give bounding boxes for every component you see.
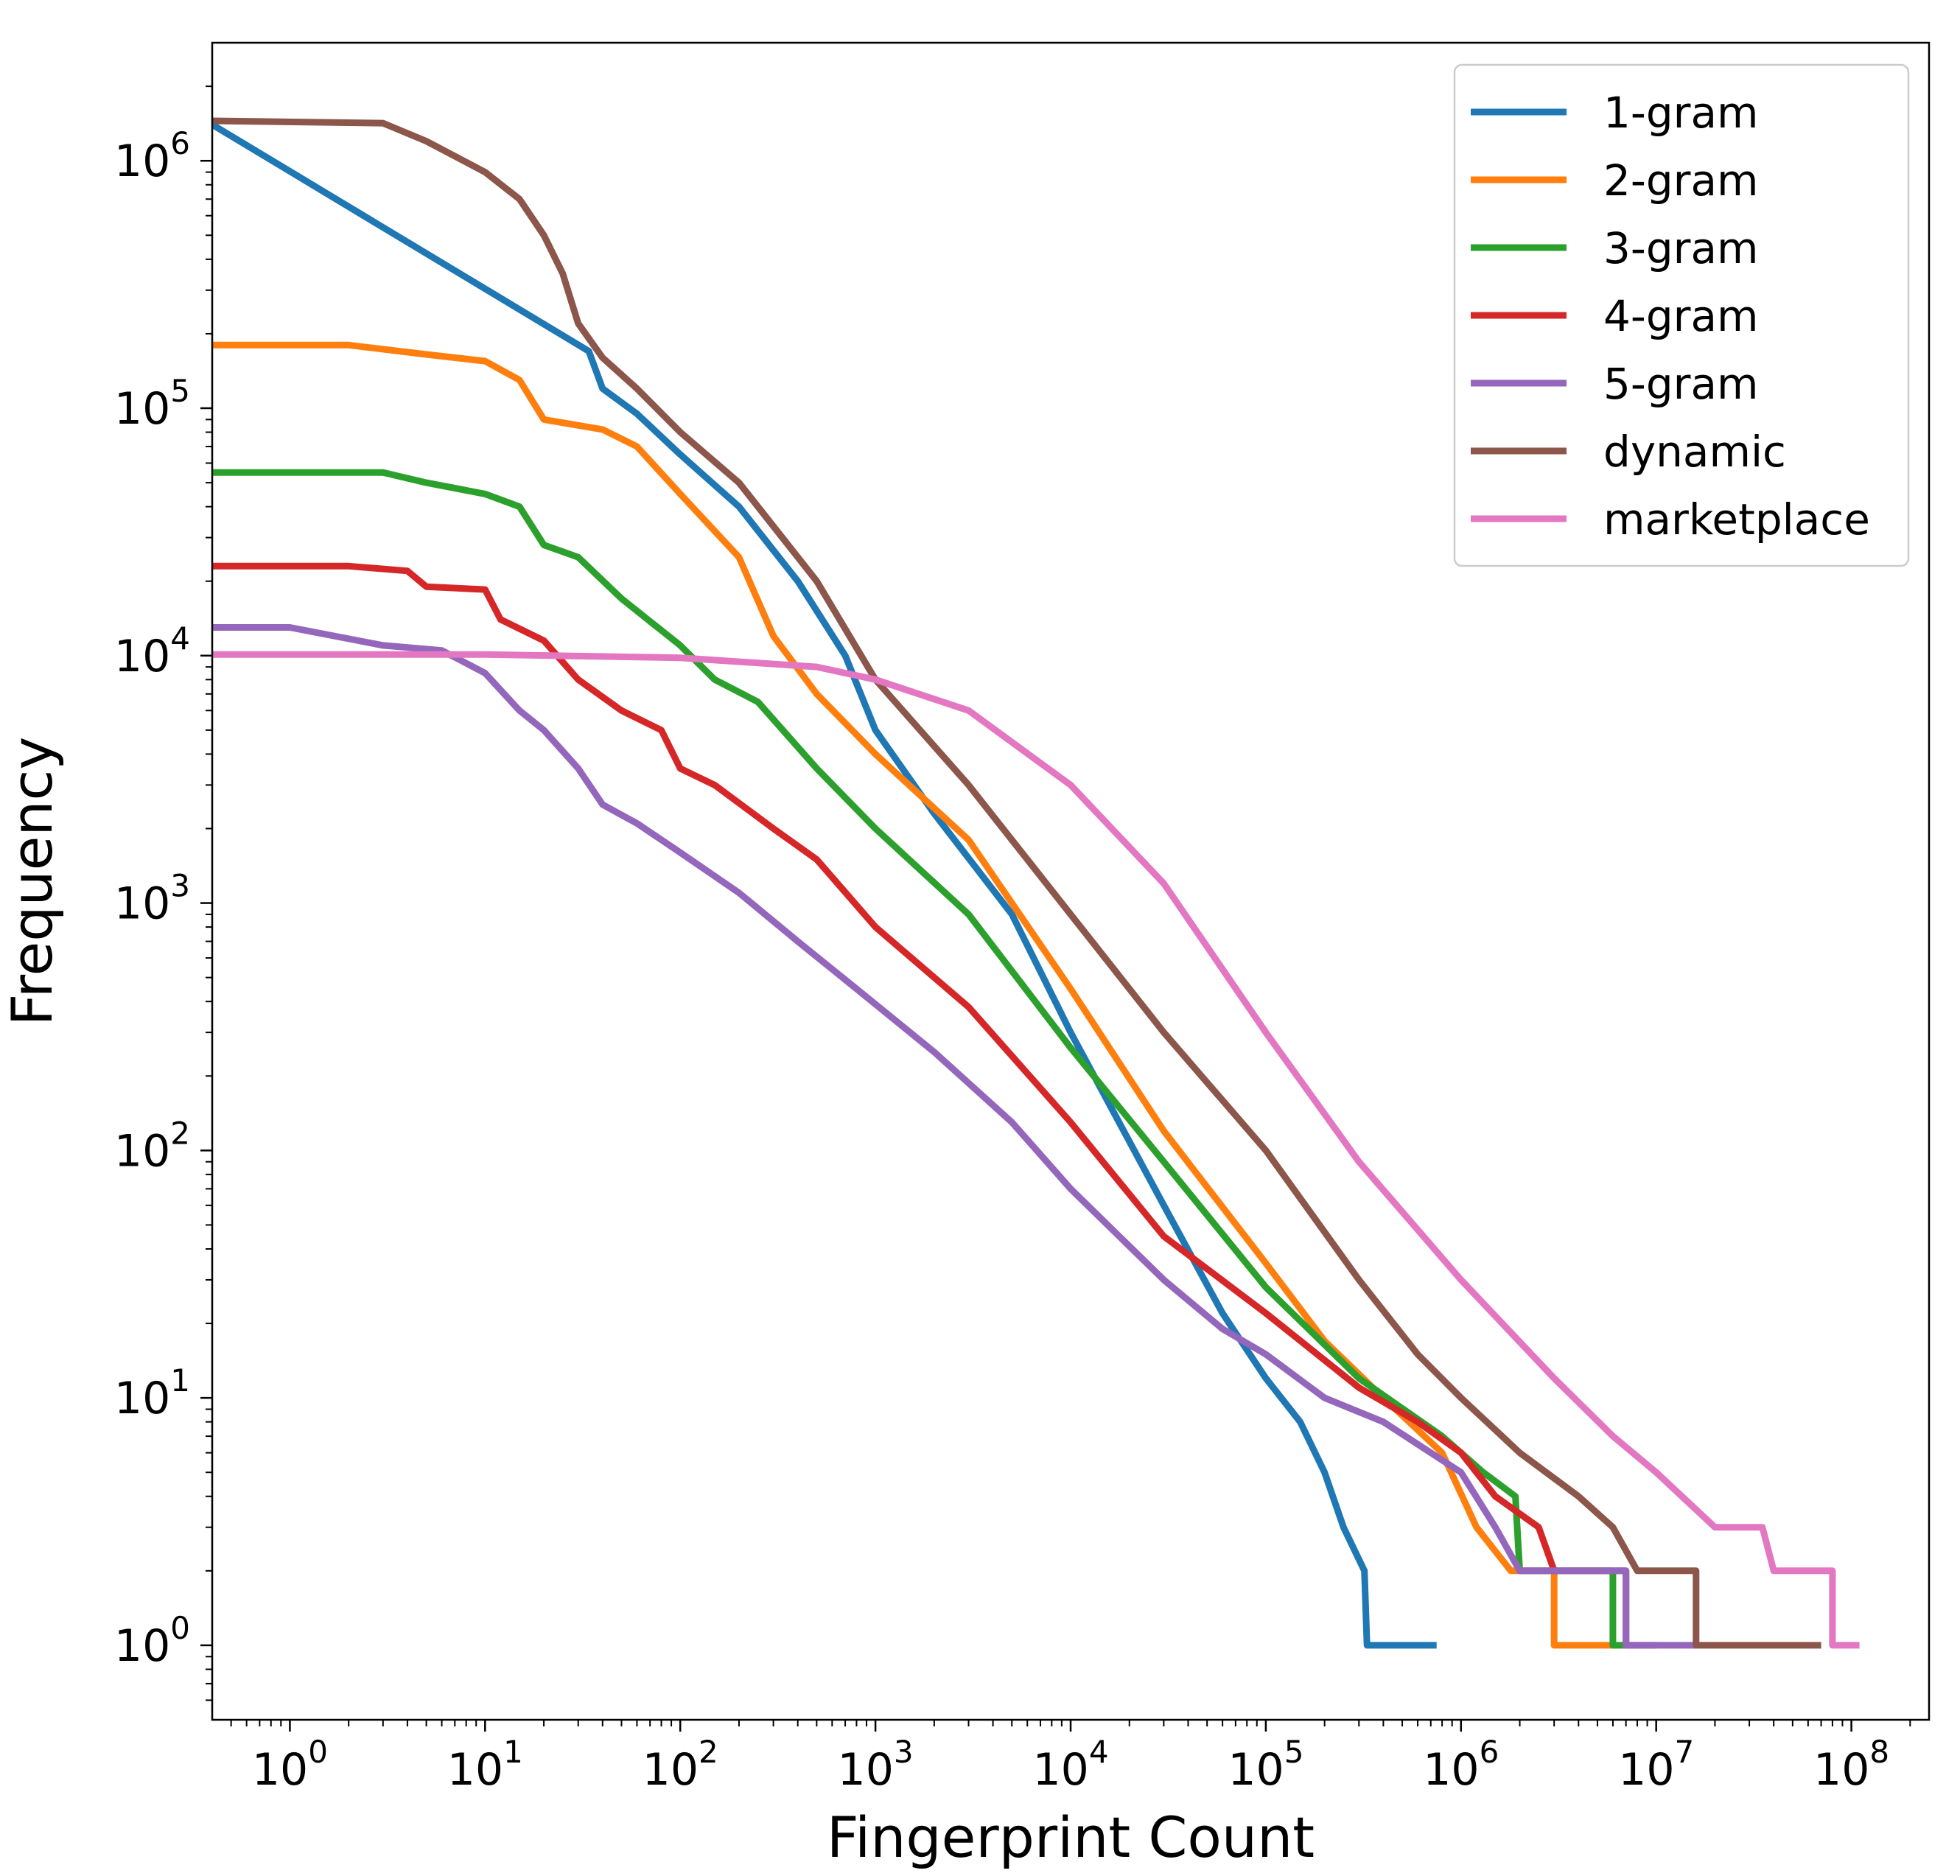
y-tick-exponent: 1 [170,1362,190,1399]
y-tick-label: 101 [114,1362,190,1424]
y-tick-base: 10 [114,1125,170,1177]
x-tick-exponent: 0 [308,1734,328,1770]
y-tick-label: 100 [114,1610,190,1672]
series-line-dynamic [212,117,1821,1649]
y-tick-exponent: 2 [170,1115,190,1151]
x-tick-base: 10 [643,1744,699,1796]
x-tick-label: 108 [1813,1734,1889,1796]
x-tick-base: 10 [1618,1744,1674,1796]
legend: 1-gram 2-gram 3-gram 4-gram 5-gram dynamic mar… [1453,63,1910,567]
x-tick-label: 102 [643,1734,718,1796]
y-tick-base: 10 [114,136,170,187]
legend-label: 4-gram [1603,291,1759,341]
series-line-4-gram [212,562,1656,1649]
series-layer [212,117,1860,1649]
x-tick-exponent: 5 [1284,1734,1304,1770]
series-line-2-gram [212,341,1613,1649]
series-line-5-gram [212,624,1696,1649]
x-tick-base: 10 [838,1744,894,1796]
plot-area [212,117,1860,1649]
y-tick-base: 10 [114,878,170,930]
y-tick-exponent: 5 [170,373,190,409]
y-tick-exponent: 0 [170,1610,190,1646]
x-tick-label: 104 [1032,1734,1108,1796]
x-tick-label: 105 [1228,1734,1303,1796]
x-tick-base: 10 [1032,1744,1088,1796]
x-tick-exponent: 8 [1869,1734,1889,1770]
x-tick-base: 10 [1813,1744,1869,1796]
y-tick-exponent: 4 [170,620,190,657]
y-tick-base: 10 [114,631,170,682]
y-tick-exponent: 3 [170,868,190,904]
x-tick-label: 103 [838,1734,914,1796]
x-tick-exponent: 7 [1675,1734,1695,1770]
legend-label: 1-gram [1603,88,1759,138]
series-line-3-gram [212,469,1626,1649]
y-tick-label: 102 [114,1115,190,1177]
y-tick-label: 106 [114,125,190,187]
y-tick-label: 103 [114,868,190,930]
series-line-marketplace [212,651,1860,1649]
x-tick-exponent: 1 [503,1734,523,1770]
legend-label: marketplace [1603,494,1870,545]
x-tick-exponent: 4 [1089,1734,1109,1770]
legend-label: 2-gram [1603,155,1759,206]
y-tick-label: 104 [114,620,190,682]
legend-box [1453,63,1910,567]
x-tick-exponent: 2 [699,1734,718,1770]
x-tick-exponent: 3 [894,1734,914,1770]
x-tick-base: 10 [252,1744,308,1796]
legend-label: 3-gram [1603,223,1759,273]
x-tick-label: 106 [1423,1734,1499,1796]
x-tick-base: 10 [1228,1744,1284,1796]
axes-layer: 100 101 102 103 104 105 106 107 1081001011021031… [114,41,1931,1796]
y-tick-label: 105 [114,373,190,435]
y-tick-base: 10 [114,1620,170,1672]
x-tick-base: 10 [447,1744,503,1796]
x-axis-title: Fingerprint Count [827,1805,1315,1870]
x-tick-exponent: 6 [1480,1734,1499,1770]
y-tick-base: 10 [114,383,170,435]
series-line-1-gram [212,122,1437,1649]
y-tick-base: 10 [114,1373,170,1424]
y-tick-exponent: 6 [170,125,190,161]
legend-label: 5-gram [1603,359,1759,409]
x-tick-label: 100 [252,1734,328,1796]
legend-label: dynamic [1603,427,1786,477]
x-tick-base: 10 [1423,1744,1479,1796]
y-axis-title: Frequency [0,737,65,1026]
x-tick-label: 107 [1618,1734,1694,1796]
x-tick-label: 101 [447,1734,523,1796]
